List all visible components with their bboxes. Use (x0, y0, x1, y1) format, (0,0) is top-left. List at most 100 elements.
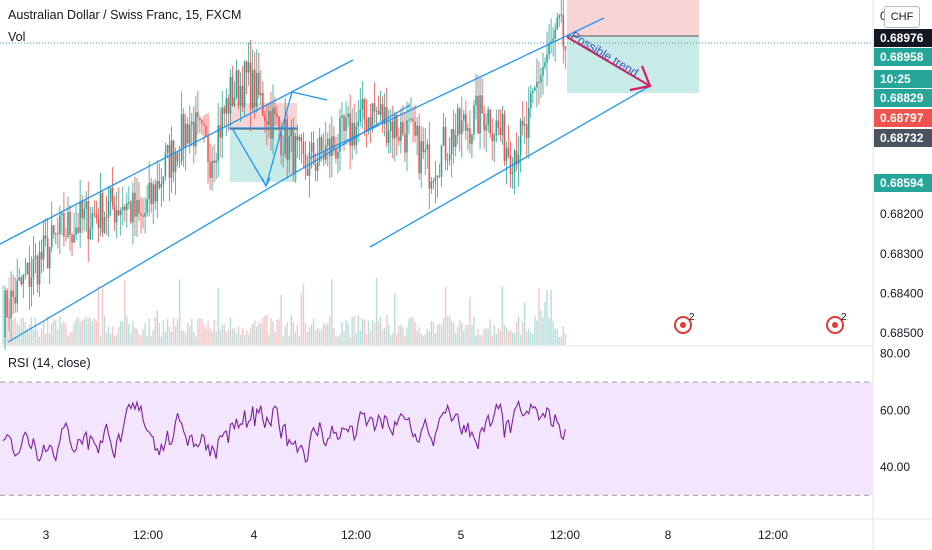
candle-body (491, 133, 494, 142)
candle-body (426, 144, 429, 150)
candle-body (209, 162, 211, 178)
candle-body (138, 199, 140, 214)
candle-body (347, 113, 349, 118)
candle-body (444, 126, 447, 161)
volume-bar (77, 317, 79, 345)
volume-bar (266, 315, 268, 345)
volume-bar (550, 289, 552, 345)
candle-body (475, 95, 477, 106)
rsi-band (0, 382, 873, 496)
candle-body (521, 120, 524, 126)
volume-bar (331, 279, 333, 345)
candle-body (65, 236, 67, 238)
volume-bar (491, 335, 493, 345)
volume-bar (26, 328, 29, 345)
candle-body (140, 213, 142, 216)
volume-bar (195, 336, 197, 345)
volume-bar (132, 321, 134, 345)
volume-bar (44, 333, 47, 345)
volume-bar (402, 327, 404, 345)
volume-bar (166, 319, 169, 345)
candle-body (245, 61, 248, 73)
candle-body (115, 210, 118, 223)
candle-body (50, 225, 53, 248)
volume-bar (28, 324, 31, 345)
candle-body (219, 125, 222, 138)
volume-bar (136, 328, 138, 345)
candle-body (6, 290, 8, 318)
volume-bar (148, 318, 150, 345)
volume-bar (385, 315, 388, 345)
volume-bar (288, 335, 290, 345)
zigzag-projection (231, 91, 328, 188)
candle-body (12, 290, 14, 297)
volume-bar (339, 334, 341, 345)
volume-bar (205, 328, 207, 345)
candle-body (205, 125, 207, 136)
candle-body (414, 121, 416, 136)
volume-bar (32, 329, 35, 345)
volume-bar (422, 335, 424, 345)
candle-body (59, 215, 61, 234)
candle-body (383, 107, 386, 125)
volume-bar (357, 315, 359, 345)
volume-bar (59, 315, 61, 345)
volume-bar (258, 321, 260, 345)
event-dot (680, 322, 686, 328)
candle-body (320, 136, 323, 152)
candle-body (406, 120, 408, 153)
volume-bar (355, 333, 357, 345)
volume-bar (367, 320, 370, 345)
trend-line (0, 59, 354, 245)
candle-body (79, 201, 81, 233)
volume-bar (434, 333, 437, 345)
rsi-label: RSI (14, close) (8, 356, 91, 370)
candle-body (121, 206, 124, 211)
volume-bar (130, 333, 132, 345)
candle-body (387, 131, 390, 143)
candle-body (463, 114, 465, 121)
price-tick-label: 0.68300 (880, 247, 924, 261)
trend-line (309, 17, 605, 159)
candle-body (199, 117, 201, 121)
candle-body (351, 122, 353, 146)
volume-bar (410, 316, 412, 345)
candle-body (154, 184, 157, 202)
candle-body (477, 95, 479, 134)
volume-bar (178, 279, 181, 345)
volume-bar (251, 323, 254, 345)
volume-bar (349, 336, 351, 345)
volume-bar (347, 323, 349, 345)
candle-body (316, 161, 319, 171)
volume-bar (189, 326, 191, 345)
currency-button[interactable]: CHF (884, 6, 920, 28)
candle-body (365, 119, 368, 132)
volume-bar (164, 331, 167, 345)
volume-bar (392, 332, 394, 345)
candle-body (525, 124, 528, 138)
candle-body (517, 155, 520, 165)
candle-body (333, 136, 335, 150)
candle-body (310, 142, 313, 152)
rsi-tick-label: 80.00 (880, 347, 910, 361)
volume-bar (30, 317, 33, 345)
candle-body (186, 123, 189, 144)
volume-bar (83, 319, 85, 345)
candle-body (393, 114, 396, 139)
volume-bar (168, 326, 171, 345)
volume-bar (120, 320, 122, 345)
stop-zone-2 (567, 0, 699, 36)
volume-bar (2, 285, 4, 345)
volume-bar (554, 328, 556, 345)
event-count: 2 (841, 312, 847, 323)
candle-body (473, 105, 475, 135)
volume-bar (526, 331, 528, 345)
candle-body (503, 113, 506, 161)
candle-body (540, 75, 542, 83)
volume-bar (12, 319, 14, 345)
volume-bar (414, 321, 416, 345)
volume-bar (532, 333, 534, 345)
volume-bar (36, 330, 39, 345)
volume-bar (519, 334, 522, 345)
